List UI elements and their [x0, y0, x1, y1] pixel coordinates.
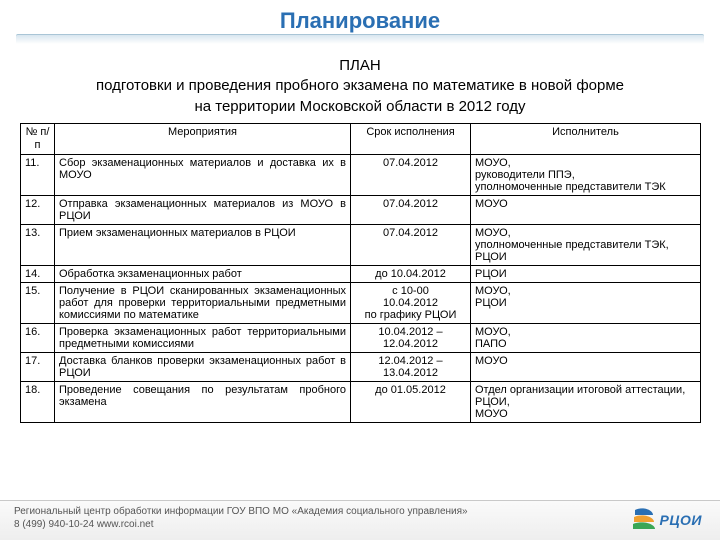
title-underline	[16, 34, 704, 44]
slide-title: Планирование	[0, 8, 720, 34]
table-row: 17. Доставка бланков проверки экзаменаци…	[21, 353, 701, 382]
title-bar: Планирование	[0, 0, 720, 46]
cell-act: Получение в РЦОИ сканированных экзаменац…	[55, 283, 351, 324]
heading-line2: подготовки и проведения пробного экзамен…	[24, 76, 696, 96]
cell-date: до 10.04.2012	[351, 266, 471, 283]
col-deadline: Срок исполнения	[351, 123, 471, 154]
col-num: № п/п	[21, 123, 55, 154]
table-row: 18. Проведение совещания по результатам …	[21, 382, 701, 423]
cell-act: Обработка экзаменационных работ	[55, 266, 351, 283]
cell-num: 13.	[21, 225, 55, 266]
cell-exec: Отдел организации итоговой аттестации,РЦ…	[471, 382, 701, 423]
logo-text: РЦОИ	[659, 512, 702, 528]
cell-exec: МОУО,РЦОИ	[471, 283, 701, 324]
table-row: 13. Прием экзаменационных материалов в Р…	[21, 225, 701, 266]
cell-date: 07.04.2012	[351, 155, 471, 196]
slide: Планирование ПЛАН подготовки и проведени…	[0, 0, 720, 540]
table-row: 14. Обработка экзаменационных работ до 1…	[21, 266, 701, 283]
table-body: 11. Сбор экзаменационных материалов и до…	[21, 155, 701, 423]
footer-line1: Региональный центр обработки информации …	[14, 505, 468, 518]
heading-line3: на территории Московской области в 2012 …	[24, 97, 696, 117]
plan-table: № п/п Мероприятия Срок исполнения Исполн…	[20, 123, 701, 423]
cell-act: Отправка экзаменационных материалов из М…	[55, 196, 351, 225]
table-row: 16. Проверка экзаменационных работ терри…	[21, 324, 701, 353]
table-row: 15. Получение в РЦОИ сканированных экзам…	[21, 283, 701, 324]
footer-logo: РЦОИ	[631, 507, 702, 533]
cell-act: Прием экзаменационных материалов в РЦОИ	[55, 225, 351, 266]
footer: Региональный центр обработки информации …	[0, 500, 720, 540]
footer-line2: 8 (499) 940-10-24 www.rcoi.net	[14, 518, 468, 531]
table-row: 12. Отправка экзаменационных материалов …	[21, 196, 701, 225]
cell-act: Доставка бланков проверки экзаменационны…	[55, 353, 351, 382]
cell-date: 07.04.2012	[351, 196, 471, 225]
cell-date: с 10-0010.04.2012по графику РЦОИ	[351, 283, 471, 324]
col-activity: Мероприятия	[55, 123, 351, 154]
cell-date: 12.04.2012 – 13.04.2012	[351, 353, 471, 382]
footer-text: Региональный центр обработки информации …	[14, 505, 468, 531]
cell-num: 18.	[21, 382, 55, 423]
cell-num: 16.	[21, 324, 55, 353]
cell-act: Проверка экзаменационных работ территори…	[55, 324, 351, 353]
plan-heading: ПЛАН подготовки и проведения пробного эк…	[24, 56, 696, 117]
cell-date: до 01.05.2012	[351, 382, 471, 423]
logo-icon	[631, 507, 655, 533]
cell-num: 12.	[21, 196, 55, 225]
cell-exec: МОУО	[471, 353, 701, 382]
cell-exec: МОУО,руководители ППЭ,уполномоченные пре…	[471, 155, 701, 196]
cell-num: 17.	[21, 353, 55, 382]
table-header-row: № п/п Мероприятия Срок исполнения Исполн…	[21, 123, 701, 154]
cell-act: Проведение совещания по результатам проб…	[55, 382, 351, 423]
cell-act: Сбор экзаменационных материалов и достав…	[55, 155, 351, 196]
cell-num: 15.	[21, 283, 55, 324]
cell-num: 14.	[21, 266, 55, 283]
col-executor: Исполнитель	[471, 123, 701, 154]
cell-date: 10.04.2012 – 12.04.2012	[351, 324, 471, 353]
cell-exec: МОУО,ПАПО	[471, 324, 701, 353]
cell-exec: МОУО	[471, 196, 701, 225]
cell-date: 07.04.2012	[351, 225, 471, 266]
cell-num: 11.	[21, 155, 55, 196]
cell-exec: МОУО,уполномоченные представители ТЭК,РЦ…	[471, 225, 701, 266]
cell-exec: РЦОИ	[471, 266, 701, 283]
heading-line1: ПЛАН	[24, 56, 696, 76]
table-row: 11. Сбор экзаменационных материалов и до…	[21, 155, 701, 196]
